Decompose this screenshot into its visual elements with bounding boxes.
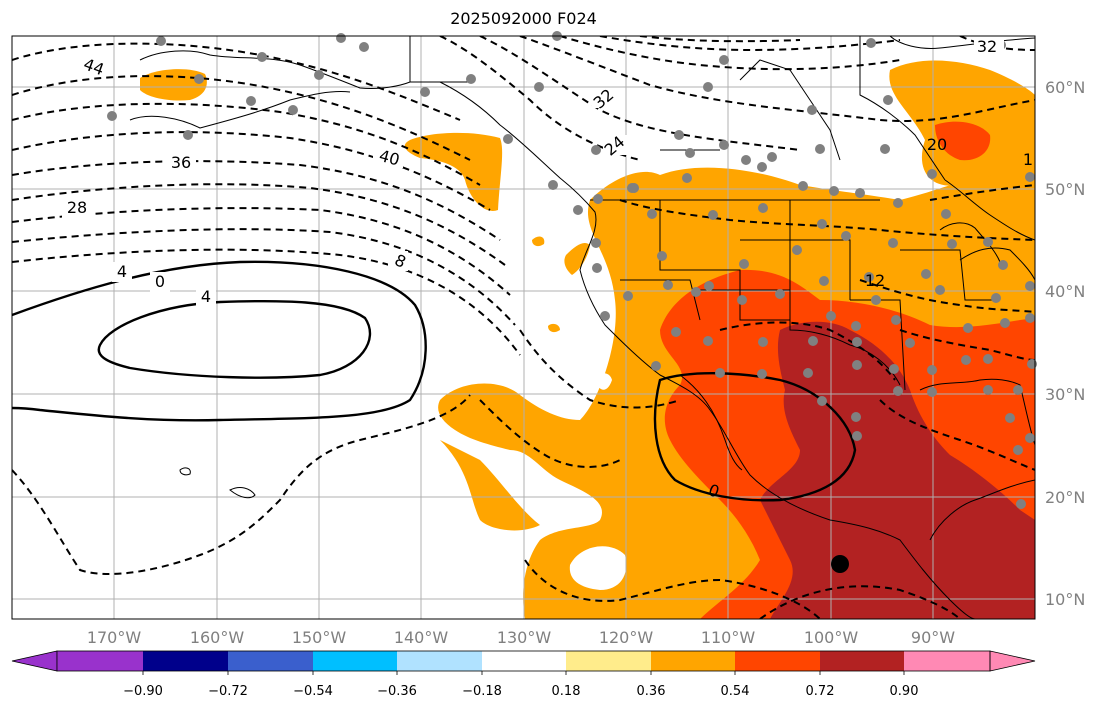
colorbar-tick-label-5: −0.18: [462, 684, 502, 699]
lat-label-60n: 60°N: [1045, 78, 1085, 97]
colorbar-tick-label-3: −0.54: [293, 684, 333, 699]
colorbar-tick-label-6: 0.18: [552, 684, 581, 699]
contour-label-28: 28: [67, 198, 87, 217]
colorbar-segment-4: [313, 651, 397, 671]
map-panel: [12, 36, 1035, 619]
colorbar-tick-label-8: 0.54: [721, 684, 750, 699]
contour-label-12: 12: [865, 271, 885, 290]
colorbar-segment-1: [57, 651, 143, 671]
lat-label-50n: 50°N: [1045, 180, 1085, 199]
colorbar-tick-label-7: 0.36: [637, 684, 666, 699]
colorbar-segment-6: [482, 651, 566, 671]
lat-label-10n: 10°N: [1045, 590, 1085, 609]
colorbar: −0.90 −0.72 −0.54 −0.36 −0.18 0.18 0.36 …: [11, 650, 1036, 699]
colorbar-segment-2: [143, 651, 228, 671]
colorbar-segment-8: [651, 651, 735, 671]
colorbar-segment-10: [820, 651, 904, 671]
lon-label-90w: 90°W: [911, 628, 955, 647]
lon-label-140w: 140°W: [394, 628, 449, 647]
contour-label-32b: 32: [977, 37, 997, 56]
lat-label-40n: 40°N: [1045, 282, 1085, 301]
map-frame: [11, 35, 1036, 620]
shading-white-holes: [569, 373, 627, 590]
lon-label-160w: 160°W: [190, 628, 245, 647]
colorbar-tick-label-2: −0.72: [208, 684, 248, 699]
contour-label-4b: 4: [201, 287, 211, 306]
colorbar-segment-7: [566, 651, 651, 671]
latitude-labels: 60°N 50°N 40°N 30°N 20°N 10°N: [1045, 78, 1085, 609]
contour-label-40: 40: [377, 146, 402, 170]
figure-title: 2025092000 F024: [450, 9, 597, 28]
colorbar-segment-3: [228, 651, 313, 671]
colorbar-tick-label-9: 0.72: [806, 684, 835, 699]
contour-label-4a: 4: [117, 262, 127, 281]
contour-label-20: 20: [927, 135, 947, 154]
colorbar-segment-9: [735, 651, 820, 671]
coastlines: [129, 36, 1035, 619]
contour-label-1: 1: [1023, 150, 1033, 169]
lon-label-100w: 100°W: [804, 628, 859, 647]
lon-label-110w: 110°W: [701, 628, 756, 647]
colorbar-tick-label-4: −0.36: [377, 684, 417, 699]
lat-label-20n: 20°N: [1045, 488, 1085, 507]
colorbar-extend-high: [989, 650, 1036, 672]
lon-label-170w: 170°W: [87, 628, 142, 647]
lat-label-30n: 30°N: [1045, 385, 1085, 404]
longitude-labels: 170°W 160°W 150°W 140°W 130°W 120°W 110°…: [87, 628, 955, 647]
colorbar-tick-label-10: 0.90: [890, 684, 919, 699]
colorbar-segment-5: [397, 651, 482, 671]
lon-label-120w: 120°W: [599, 628, 654, 647]
lon-label-150w: 150°W: [292, 628, 347, 647]
lon-label-130w: 130°W: [497, 628, 552, 647]
contours-dashed: [12, 36, 1035, 619]
contour-label-36: 36: [171, 153, 191, 172]
contour-label-0a: 0: [155, 272, 165, 291]
target-location-marker: [831, 555, 849, 573]
shading-dark-red: [760, 321, 1035, 619]
graticule: [12, 36, 1035, 619]
colorbar-tick-label-1: −0.90: [123, 684, 163, 699]
colorbar-segment-11: [904, 651, 990, 671]
colorbar-extend-low: [11, 650, 58, 672]
